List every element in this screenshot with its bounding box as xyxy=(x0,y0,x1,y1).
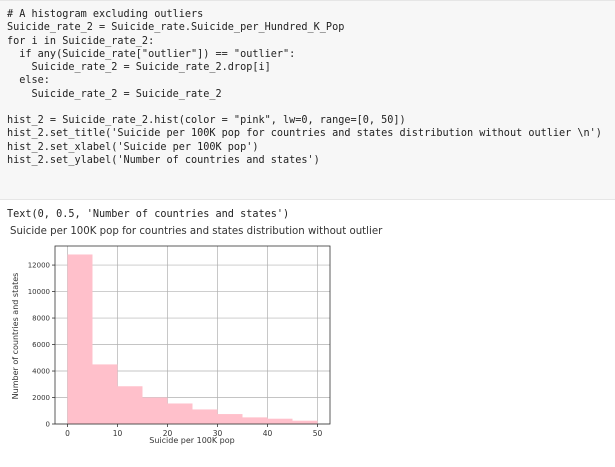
histogram-bar xyxy=(242,417,268,424)
x-tick-label: 30 xyxy=(213,429,223,438)
histogram-bar xyxy=(142,397,168,424)
x-tick-label: 10 xyxy=(113,429,123,438)
output-text: Text(0, 0.5, 'Number of countries and st… xyxy=(7,209,290,220)
chart-title: Suicide per 100K pop for countries and s… xyxy=(10,226,383,237)
code-editor[interactable]: # A histogram excluding outliers Suicide… xyxy=(7,8,602,167)
y-axis-label: Number of countries and states xyxy=(11,273,20,400)
x-tick-label: 40 xyxy=(263,429,273,438)
y-tick-label: 10000 xyxy=(28,288,50,296)
code-line: hist_2.set_xlabel('Suicide per 100K pop'… xyxy=(7,141,259,153)
code-line: hist_2 = Suicide_rate_2.hist(color = "pi… xyxy=(7,115,406,126)
x-tick-label: 0 xyxy=(65,429,70,438)
histogram-bar xyxy=(92,364,118,424)
code-line: else: xyxy=(7,75,50,87)
code-line: # A histogram excluding outliers xyxy=(7,9,204,20)
code-line: Suicide_rate_2 = Suicide_rate_2 xyxy=(7,88,222,100)
code-line: hist_2.set_ylabel('Number of countries a… xyxy=(7,154,320,166)
histogram-bar xyxy=(217,414,243,424)
x-axis-label: Suicide per 100K pop xyxy=(149,436,234,445)
y-tick-label: 0 xyxy=(46,421,50,429)
histogram-bar xyxy=(167,403,193,424)
x-tick-label: 20 xyxy=(163,429,173,438)
code-line: if any(Suicide_rate["outlier"]) == "outl… xyxy=(7,48,296,60)
axes xyxy=(52,245,331,427)
bars xyxy=(67,254,318,424)
x-tick-label: 50 xyxy=(313,429,323,438)
histogram-bar xyxy=(117,386,143,424)
code-line: hist_2.set_title('Suicide per 100K pop f… xyxy=(7,128,602,140)
code-line: Suicide_rate_2 = Suicide_rate_2.drop[i] xyxy=(7,62,271,73)
code-line: for i in Suicide_rate_2: xyxy=(7,35,155,47)
tick-labels: 0 2000 4000 6000 8000 10000 12000 0 10 20 30 40 50 xyxy=(28,262,323,438)
histogram-chart: Suicide per 100K pop for countries and s… xyxy=(10,226,383,445)
plot-frame xyxy=(54,245,331,425)
y-tick-label: 6000 xyxy=(32,341,50,349)
code-cell[interactable]: # A histogram excluding outliers Suicide… xyxy=(0,0,615,200)
y-tick-label: 8000 xyxy=(32,315,50,323)
histogram-bar xyxy=(292,420,318,424)
code-line: Suicide_rate_2 = Suicide_rate.Suicide_pe… xyxy=(7,22,345,34)
y-tick-label: 4000 xyxy=(32,368,50,376)
y-tick-label: 2000 xyxy=(32,394,50,402)
histogram-bar xyxy=(67,254,93,424)
histogram-bar xyxy=(267,418,293,424)
histogram-bar xyxy=(192,409,218,424)
y-tick-label: 12000 xyxy=(28,262,50,270)
